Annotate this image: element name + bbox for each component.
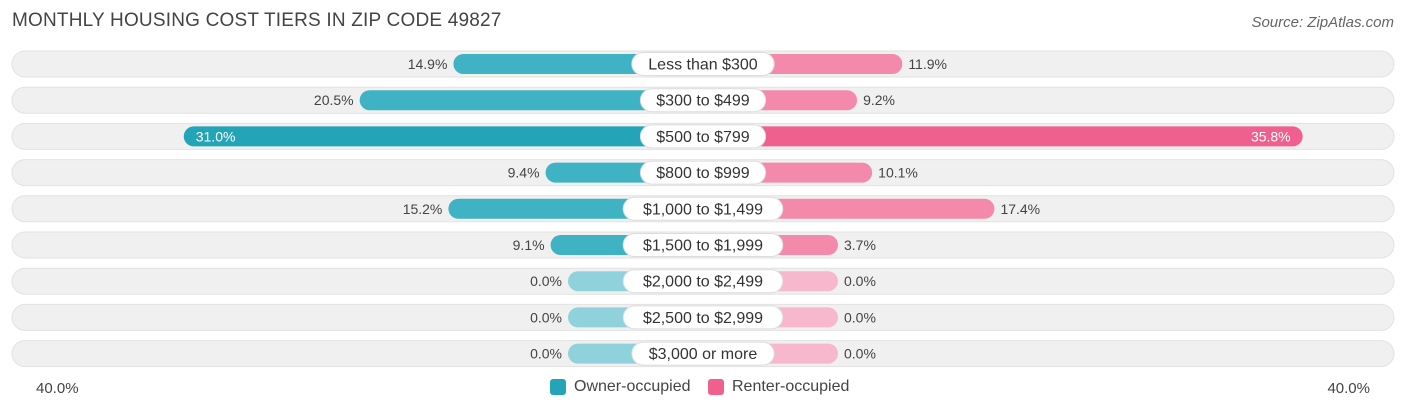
axis-left-label: 40.0%: [36, 380, 79, 397]
source-label: Source: ZipAtlas.com: [1251, 14, 1394, 31]
owner-value-label: 14.9%: [408, 56, 448, 72]
owner-value-label: 9.1%: [513, 237, 545, 253]
category-pill: [631, 52, 775, 76]
category-pill: [622, 269, 784, 294]
owner-value-label: 31.0%: [196, 128, 236, 144]
category-label: $800 to $999: [656, 165, 750, 182]
legend: Owner-occupied Renter-occupied: [0, 378, 1406, 400]
chart-title: MONTHLY HOUSING COST TIERS IN ZIP CODE 4…: [12, 10, 502, 31]
category-pill: [622, 196, 784, 221]
legend-label-renter: Renter-occupied: [732, 378, 850, 395]
renter-value-label: 3.7%: [844, 237, 876, 253]
chart-area: 14.9% 11.9% Less than $300 20.5% 9.2% $300 to…: [11, 50, 1395, 368]
owner-bar[interactable]: [183, 126, 703, 147]
category-label: $2,500 to $2,999: [643, 310, 763, 327]
renter-value-label: 0.0%: [844, 309, 876, 325]
category-pill: [639, 124, 767, 149]
category-label: $3,000 or more: [649, 346, 758, 363]
category-label: $1,000 to $1,499: [643, 201, 763, 218]
owner-value-label: 15.2%: [403, 201, 443, 217]
legend-label-owner: Owner-occupied: [574, 378, 691, 395]
category-label: $500 to $799: [656, 129, 750, 146]
owner-value-label: 9.4%: [508, 165, 540, 181]
owner-bar[interactable]: [359, 90, 703, 111]
owner-value-label: 0.0%: [530, 309, 562, 325]
renter-value-label: 0.0%: [844, 346, 876, 362]
legend-swatch-renter: [708, 379, 724, 395]
renter-value-label: 0.0%: [844, 273, 876, 289]
renter-bar[interactable]: [703, 126, 1303, 147]
category-label: $2,000 to $2,499: [643, 274, 763, 291]
owner-value-label: 0.0%: [530, 273, 562, 289]
category-pill: [639, 160, 767, 185]
renter-value-label: 35.8%: [1251, 128, 1291, 144]
renter-value-label: 11.9%: [908, 56, 947, 72]
category-pill: [622, 233, 784, 257]
legend-item-renter[interactable]: Renter-occupied: [708, 378, 849, 396]
category-label: $1,500 to $1,999: [643, 238, 763, 255]
renter-value-label: 9.2%: [863, 92, 895, 108]
legend-item-owner[interactable]: Owner-occupied: [550, 378, 691, 396]
category-label: $300 to $499: [656, 93, 750, 110]
axis-right-label: 40.0%: [1327, 380, 1370, 397]
category-label: Less than $300: [648, 57, 758, 74]
legend-swatch-owner: [550, 379, 566, 395]
category-pill: [622, 305, 784, 330]
renter-value-label: 17.4%: [1000, 201, 1040, 217]
category-pill: [639, 88, 767, 113]
owner-value-label: 0.0%: [530, 346, 562, 362]
category-pill: [631, 341, 775, 366]
renter-value-label: 10.1%: [878, 165, 918, 181]
owner-value-label: 20.5%: [314, 92, 354, 108]
